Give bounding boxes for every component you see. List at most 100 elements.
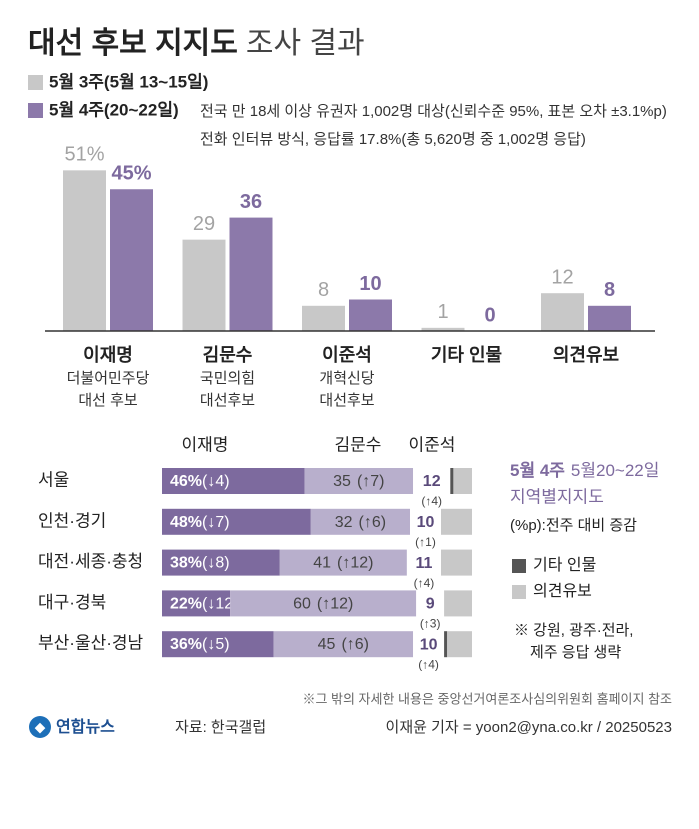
legend-label: 의견유보 [533, 582, 592, 600]
change-label: (↑12) [317, 596, 353, 613]
category-label: 이재명 [83, 345, 133, 365]
change-label: (↑4) [414, 576, 435, 590]
logo-mark [29, 716, 51, 738]
segment-label: 32 (↑6) [335, 514, 386, 531]
category-label: 인천·경기 [38, 511, 106, 530]
column-header: 김문수 [335, 435, 382, 454]
bar-segment [453, 468, 472, 494]
value-label: 12 [551, 266, 573, 288]
segment-label: 38%(↓8) [170, 555, 230, 572]
segment-label: 45 (↑6) [318, 636, 369, 653]
bar-segment [413, 468, 451, 494]
segment-label: 22%(↓12) [170, 596, 238, 613]
value-label: 46% [170, 473, 202, 490]
value-label: 48% [170, 514, 202, 531]
value-label: 45 [318, 636, 336, 653]
value-label: 29 [193, 213, 215, 235]
bar [110, 189, 153, 331]
value-label: 11 [415, 555, 432, 572]
bar-segment [413, 631, 445, 658]
value-label: 10 [359, 273, 381, 295]
bar-segment [447, 631, 472, 658]
segment-label: 36%(↓5) [170, 636, 230, 653]
category-note: 국민의힘 [200, 370, 255, 387]
bar-segment [273, 631, 414, 658]
column-header: 이준석 [409, 435, 456, 454]
value-label: 1 [437, 301, 448, 323]
footer-note: ※그 밖의 자세한 내용은 중앙선거여론조사심의위원회 홈페이지 참조 [302, 691, 672, 706]
change-label: (↓5) [202, 636, 230, 653]
value-label: 32 [335, 514, 353, 531]
region-footnote: 제주 응답 생략 [530, 644, 621, 661]
panel-subtitle: 지역별지지도 [510, 487, 604, 506]
change-note: (%p):전주 대비 증감 [510, 517, 637, 534]
panel-title: 5월 4주 5월20~22일 [510, 461, 659, 480]
segment-label: 46%(↓4) [170, 473, 230, 490]
value-label: 10 [420, 636, 438, 653]
survey-note: 전화 인터뷰 방식, 응답률 17.8%(총 5,620명 중 1,002명 응… [200, 131, 586, 148]
change-label: (↑12) [337, 555, 373, 572]
bar-segment [162, 590, 231, 617]
bar [588, 305, 631, 331]
bar-segment [162, 508, 311, 535]
logo-text: 연합뉴스 [56, 718, 115, 736]
value-label: 45% [111, 163, 151, 185]
bar-segment [162, 468, 305, 494]
logo-glyph: ◆ [34, 719, 46, 734]
bar [541, 293, 584, 331]
category-label: 기타 인물 [431, 345, 502, 365]
bar-segment [410, 508, 441, 535]
bar-segment [444, 590, 472, 617]
legend-swatch [28, 75, 43, 90]
legend-label: 5월 4주(20~22일) [49, 100, 179, 119]
value-label: 36% [170, 636, 202, 653]
panel-title-date: 5월20~22일 [571, 461, 659, 480]
change-label: (↓7) [202, 514, 230, 531]
bar [229, 217, 273, 331]
change-label: (↑6) [359, 514, 387, 531]
segment-label: 48%(↓7) [170, 514, 230, 531]
legend-label: 5월 3주(5월 13~15일) [49, 72, 208, 91]
bar-segment [441, 508, 472, 535]
bar-segment [450, 468, 454, 494]
segment-label: 35 (↑7) [333, 473, 384, 490]
region-footnote: ※ 강원, 광주·전라, [514, 622, 633, 639]
bar [182, 239, 226, 331]
value-label: 36 [240, 191, 262, 213]
bar-segment [162, 631, 274, 658]
change-label: (↑1) [415, 535, 436, 549]
bar-segment [304, 468, 414, 494]
change-label: (↑7) [357, 473, 385, 490]
segment-label: 41 (↑12) [313, 555, 373, 572]
bar [421, 327, 465, 331]
chart-title: 대선 후보 지지도 조사 결과 [28, 27, 365, 60]
survey-note: 전국 만 18세 이상 유권자 1,002명 대상(신뢰수준 95%, 표본 오… [200, 103, 667, 120]
source: 자료: 한국갤럽 [175, 719, 266, 736]
value-label: 35 [333, 473, 351, 490]
bar-segment [310, 508, 410, 535]
value-label: 41 [313, 555, 331, 572]
legend-swatch [512, 585, 526, 599]
legend-label: 기타 인물 [533, 556, 596, 574]
change-label: (↓12) [202, 596, 238, 613]
bar-segment [230, 590, 417, 617]
category-label: 대구·경북 [38, 593, 106, 612]
bar-segment [279, 549, 407, 576]
change-label: (↓4) [202, 473, 230, 490]
category-note: 개혁신당 [319, 370, 374, 387]
bar-segment [406, 549, 441, 576]
value-label: 8 [318, 279, 329, 301]
legend-swatch [512, 559, 526, 573]
category-label: 이준석 [322, 345, 372, 365]
category-note: 대선 후보 [78, 392, 138, 409]
bar [302, 305, 345, 331]
value-label: 9 [426, 596, 435, 613]
value-label: 12 [423, 473, 441, 490]
value-label: 0 [484, 304, 495, 326]
panel-title-week: 5월 4주 [510, 461, 565, 480]
subtitle: 조사 결과 [246, 27, 365, 60]
category-label: 대전·세종·충청 [38, 552, 143, 571]
category-label: 부산·울산·경남 [38, 634, 144, 653]
bar-segment [444, 631, 448, 658]
